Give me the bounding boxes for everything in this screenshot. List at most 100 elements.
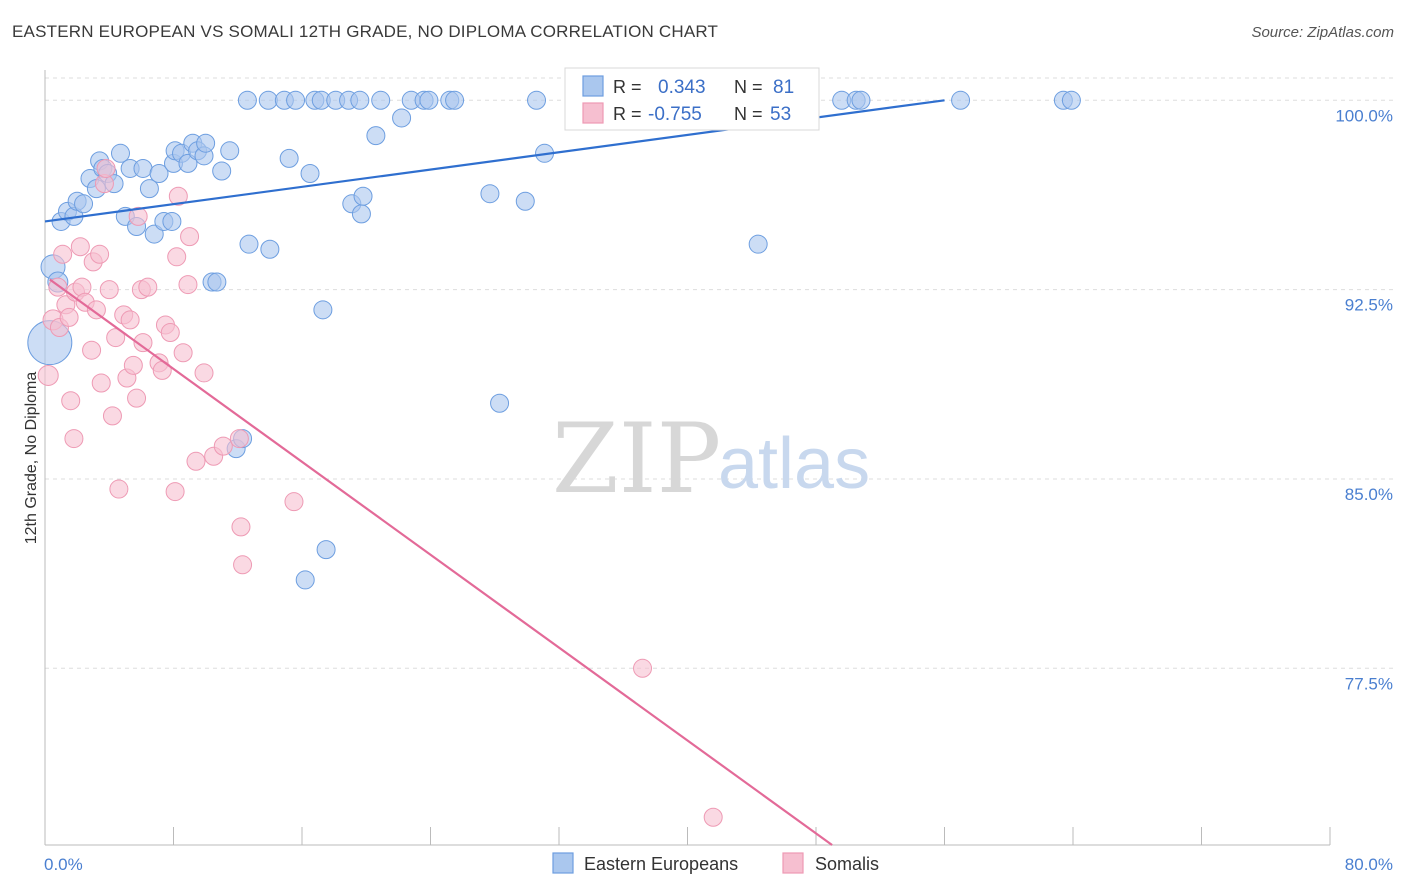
eastern-european-point: [445, 90, 465, 110]
somali-point: [703, 807, 723, 827]
watermark-zip: ZIP: [552, 403, 721, 515]
eastern-european-point: [371, 90, 391, 110]
eastern-european-point: [748, 234, 768, 254]
legend-r-label-1: R =: [613, 77, 642, 97]
somali-point: [168, 186, 188, 206]
somali-point: [70, 237, 90, 257]
eastern-european-point: [258, 90, 278, 110]
somali-point: [138, 277, 158, 297]
somali-point: [37, 364, 59, 386]
somali-point: [167, 247, 187, 267]
somali-point: [59, 307, 79, 327]
legend-r-label-2: R =: [613, 104, 642, 124]
eastern-european-point: [239, 234, 259, 254]
y-axis-label: 12th Grade, No Diploma: [23, 372, 40, 545]
eastern-european-point: [951, 90, 971, 110]
somali-point: [284, 492, 304, 512]
somali-trendline: [49, 278, 833, 846]
eastern-european-point: [490, 393, 510, 413]
somali-point: [86, 300, 106, 320]
y-tick-label: 77.5%: [1345, 674, 1393, 693]
eastern-european-point: [480, 184, 500, 204]
eastern-european-point: [527, 90, 547, 110]
somali-point: [127, 388, 147, 408]
somali-point: [233, 555, 253, 575]
somali-point: [53, 244, 73, 264]
legend-n-label-1: N =: [734, 77, 763, 97]
eastern-european-point: [260, 239, 280, 259]
y-tick-label: 85.0%: [1345, 485, 1393, 504]
somali-point: [102, 406, 122, 426]
eastern-european-point: [178, 153, 198, 173]
somali-point: [64, 429, 84, 449]
somali-point: [178, 275, 198, 295]
eastern-european-point: [144, 224, 164, 244]
eastern-european-point: [851, 90, 871, 110]
somali-point: [231, 517, 251, 537]
eastern-european-point: [351, 204, 371, 224]
somali-point: [91, 373, 111, 393]
eastern-european-point: [353, 186, 373, 206]
grid-layer: [45, 77, 1395, 669]
eastern-european-point: [295, 570, 315, 590]
eastern-european-point: [316, 540, 336, 560]
somali-point: [160, 323, 180, 343]
eastern-european-point: [110, 143, 130, 163]
y-tick-label: 100.0%: [1335, 106, 1393, 125]
bottom-legend-somalis: Somalis: [815, 854, 879, 874]
eastern-european-point: [515, 191, 535, 211]
somali-point: [213, 436, 233, 456]
eastern-european-point: [350, 90, 370, 110]
axes-layer: 77.5% 85.0% 92.5% 100.0% 0.0% 80.0%: [44, 70, 1393, 874]
somali-point: [165, 482, 185, 502]
eastern-european-point: [1061, 90, 1081, 110]
eastern-european-point: [237, 90, 257, 110]
eastern-european-point: [149, 164, 169, 184]
somali-point: [173, 343, 193, 363]
legend-frame: [564, 67, 820, 131]
somali-point: [106, 328, 126, 348]
eastern-european-point: [300, 164, 320, 184]
source-credit: Source: ZipAtlas.com: [1251, 24, 1394, 41]
eastern-european-point: [419, 90, 439, 110]
eastern-european-point: [392, 108, 412, 128]
eastern-european-point: [133, 158, 153, 178]
somali-point: [229, 429, 249, 449]
legend-n-value-1: 81: [773, 77, 794, 98]
eastern-european-point: [220, 141, 240, 161]
somali-point: [180, 227, 200, 247]
eastern-european-point: [162, 211, 182, 231]
eastern-european-point: [74, 194, 94, 214]
watermark: ZIP atlas: [552, 403, 870, 515]
legend-r-value-2: -0.755: [648, 104, 702, 125]
bottom-legend-swatch-blue: [552, 852, 574, 874]
eastern-european-point: [313, 300, 333, 320]
somali-point: [109, 479, 129, 499]
eastern-european-point: [207, 272, 227, 292]
bottom-legend: Eastern Europeans Somalis: [552, 852, 879, 874]
somali-point: [82, 340, 102, 360]
bottom-legend-eastern-europeans: Eastern Europeans: [584, 854, 738, 874]
y-tick-label: 92.5%: [1345, 296, 1393, 315]
eastern-european-point: [139, 179, 159, 199]
legend-r-value-1: 0.343: [658, 77, 706, 98]
somali-point: [90, 244, 110, 264]
eastern-european-point: [279, 148, 299, 168]
legend-n-label-2: N =: [734, 104, 763, 124]
eastern-european-point: [212, 161, 232, 181]
somali-point: [61, 391, 81, 411]
eastern-european-point: [196, 133, 216, 153]
legend-swatch-blue: [582, 75, 604, 97]
somali-point: [96, 158, 116, 178]
x-tick-label-max: 80.0%: [1345, 855, 1393, 874]
legend-swatch-pink: [582, 102, 604, 124]
somali-point: [133, 333, 153, 353]
watermark-atlas: atlas: [718, 424, 870, 504]
somali-point: [99, 280, 119, 300]
somali-point: [633, 658, 653, 678]
x-tick-label-min: 0.0%: [44, 855, 83, 874]
bottom-legend-swatch-pink: [782, 852, 804, 874]
somali-point: [194, 363, 214, 383]
somali-point: [186, 451, 206, 471]
